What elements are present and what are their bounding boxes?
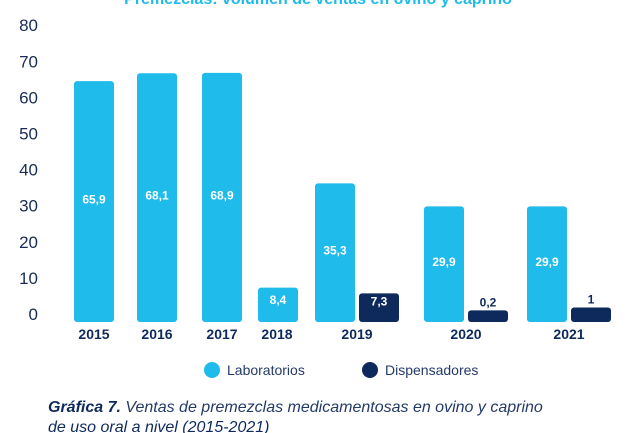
bar-value-label: 1 (588, 293, 595, 307)
y-tick-label: 40 (19, 161, 38, 180)
x-tick-label: 2015 (78, 326, 109, 342)
caption-text: Ventas de premezclas medicamentosas en o… (125, 399, 543, 416)
bar-dispensadores (468, 310, 508, 322)
bar-laboratorios (202, 72, 242, 323)
bar-labels: 65,9 68,1 68,9 8,4 35,3 7,3 29,9 0,2 29,9 1 (82, 188, 594, 309)
bar-laboratorios (527, 206, 567, 322)
y-tick-label: 80 (19, 16, 38, 35)
bar-value-label: 35,3 (323, 244, 347, 258)
x-axis: 2015 2016 2017 2018 2019 2020 2021 (78, 326, 584, 342)
bar-value-label: 8,4 (270, 293, 287, 307)
y-tick-label: 0 (29, 305, 38, 324)
bar-dispensadores (359, 293, 399, 322)
caption-label: Gráfica 7. (48, 399, 121, 416)
y-tick-label: 20 (19, 233, 38, 252)
bar-laboratorios (137, 73, 177, 322)
x-tick-label: 2018 (261, 326, 292, 342)
x-tick-label: 2021 (553, 326, 584, 342)
legend-label: Dispensadores (385, 362, 478, 378)
y-tick-label: 60 (19, 88, 38, 107)
chart-title: Premezclas: volumen de ventas en ovino y… (124, 0, 512, 8)
figure-caption: Gráfica 7. Ventas de premezclas medicame… (48, 398, 628, 433)
bar-value-label: 0,2 (480, 295, 497, 309)
caption-line2: de uso oral a nivel (2015-2021) (48, 419, 270, 433)
y-tick-label: 50 (19, 125, 38, 144)
bar-value-label: 29,9 (535, 255, 559, 269)
legend: Laboratorios Dispensadores (204, 362, 478, 378)
bar-chart: Premezclas: volumen de ventas en ovino y… (19, 0, 611, 378)
bar-laboratorios (315, 183, 355, 322)
legend-swatch (204, 362, 220, 378)
x-tick-label: 2019 (341, 326, 372, 342)
y-axis: 0 10 20 30 40 50 60 70 80 (19, 16, 38, 324)
bars (74, 72, 611, 323)
bar-value-label: 65,9 (82, 193, 106, 207)
x-tick-label: 2016 (141, 326, 172, 342)
y-tick-label: 10 (19, 269, 38, 288)
bar-value-label: 7,3 (371, 295, 388, 309)
y-tick-label: 70 (19, 52, 38, 71)
legend-swatch (362, 362, 378, 378)
bar-laboratorios (74, 81, 114, 322)
bar-dispensadores (571, 307, 611, 322)
legend-label: Laboratorios (227, 362, 305, 378)
bar-laboratorios (424, 206, 464, 322)
bar-laboratorios (258, 287, 298, 322)
x-tick-label: 2020 (450, 326, 481, 342)
bar-value-label: 68,1 (145, 189, 169, 203)
bar-value-label: 29,9 (432, 255, 456, 269)
x-tick-label: 2017 (206, 326, 237, 342)
y-tick-label: 30 (19, 197, 38, 216)
bar-value-label: 68,9 (210, 188, 234, 202)
